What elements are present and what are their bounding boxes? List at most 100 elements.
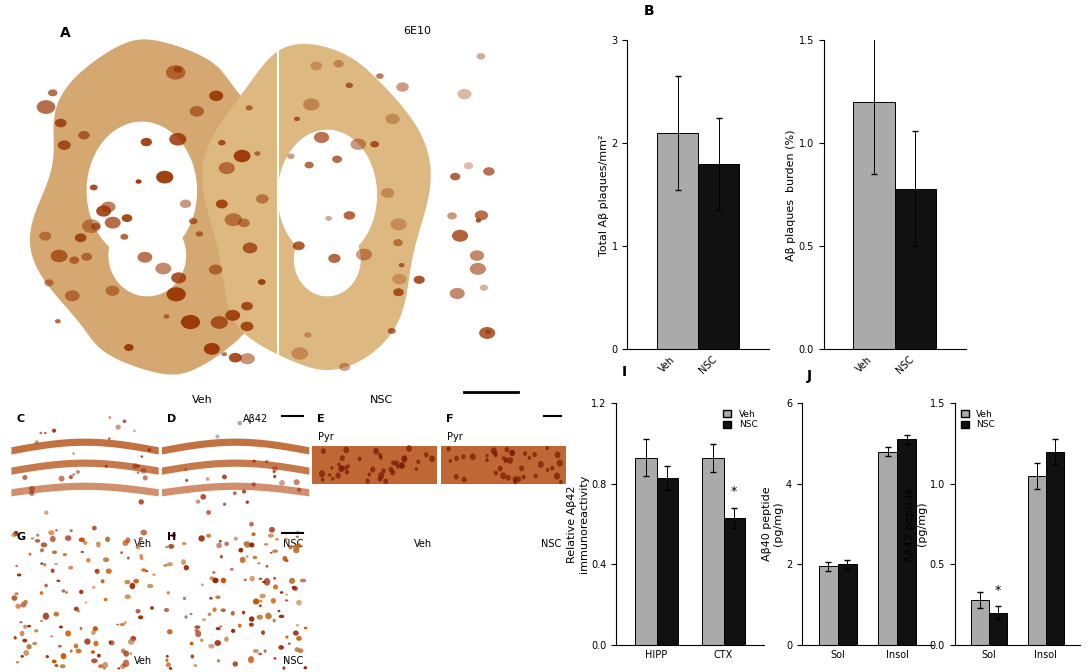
Circle shape [196, 499, 200, 504]
Text: E: E [317, 414, 325, 424]
Circle shape [225, 213, 242, 226]
Ellipse shape [70, 649, 73, 653]
Ellipse shape [230, 568, 233, 571]
Circle shape [185, 479, 189, 482]
Ellipse shape [213, 578, 218, 583]
Ellipse shape [293, 544, 299, 550]
Ellipse shape [15, 661, 20, 663]
Circle shape [328, 473, 332, 477]
Circle shape [451, 173, 460, 180]
Ellipse shape [141, 557, 143, 560]
Bar [818, 566, 838, 645]
Ellipse shape [57, 579, 60, 582]
Ellipse shape [292, 586, 298, 591]
Circle shape [272, 466, 278, 472]
Ellipse shape [22, 638, 27, 642]
Circle shape [392, 460, 395, 465]
Circle shape [69, 257, 80, 264]
Circle shape [199, 536, 205, 542]
Circle shape [485, 458, 489, 462]
Ellipse shape [98, 664, 104, 668]
Ellipse shape [105, 536, 110, 542]
Ellipse shape [249, 616, 254, 622]
Ellipse shape [285, 659, 287, 661]
Bar [853, 102, 895, 349]
Ellipse shape [20, 621, 23, 624]
Circle shape [509, 450, 515, 456]
Ellipse shape [240, 557, 245, 563]
Ellipse shape [65, 630, 71, 636]
Circle shape [546, 446, 549, 450]
Circle shape [304, 332, 311, 337]
Circle shape [218, 140, 226, 145]
Ellipse shape [120, 551, 123, 554]
Ellipse shape [135, 609, 141, 614]
Circle shape [39, 232, 51, 241]
Ellipse shape [91, 650, 95, 654]
Ellipse shape [191, 655, 194, 659]
Circle shape [334, 60, 344, 67]
Circle shape [446, 446, 451, 452]
Text: J: J [806, 369, 812, 383]
Circle shape [44, 432, 47, 434]
Bar [895, 189, 936, 349]
Ellipse shape [14, 636, 16, 640]
Circle shape [79, 131, 89, 139]
Ellipse shape [164, 564, 168, 566]
Circle shape [311, 62, 322, 71]
Ellipse shape [40, 548, 44, 552]
Ellipse shape [209, 597, 213, 599]
Ellipse shape [166, 546, 168, 548]
Ellipse shape [103, 557, 109, 562]
Circle shape [253, 460, 255, 462]
Circle shape [388, 466, 393, 472]
Circle shape [381, 468, 386, 474]
Circle shape [379, 456, 383, 460]
Ellipse shape [53, 498, 80, 524]
Circle shape [221, 352, 227, 356]
Ellipse shape [39, 591, 44, 595]
Ellipse shape [50, 636, 53, 637]
Ellipse shape [135, 544, 141, 550]
Ellipse shape [183, 565, 189, 571]
Circle shape [218, 162, 235, 174]
Circle shape [137, 465, 140, 467]
Circle shape [252, 482, 256, 487]
Circle shape [394, 460, 399, 466]
Circle shape [493, 451, 497, 456]
Text: Veh: Veh [134, 657, 153, 666]
Ellipse shape [190, 642, 193, 645]
Circle shape [452, 230, 468, 242]
Circle shape [39, 431, 43, 434]
Circle shape [293, 479, 300, 485]
Bar [703, 458, 723, 645]
Circle shape [273, 470, 276, 473]
Ellipse shape [249, 623, 253, 626]
Circle shape [399, 463, 404, 468]
Circle shape [124, 344, 133, 351]
Circle shape [133, 464, 139, 469]
Circle shape [401, 456, 407, 463]
Ellipse shape [295, 647, 300, 652]
Bar [838, 564, 856, 645]
Circle shape [556, 460, 563, 467]
Ellipse shape [224, 636, 229, 642]
Ellipse shape [52, 551, 57, 554]
Circle shape [166, 65, 185, 80]
Circle shape [215, 435, 219, 439]
Ellipse shape [278, 645, 284, 650]
Ellipse shape [23, 625, 27, 629]
Text: NSC: NSC [541, 539, 561, 548]
Circle shape [206, 477, 209, 481]
Ellipse shape [23, 650, 29, 656]
Circle shape [55, 319, 61, 323]
Ellipse shape [213, 571, 215, 574]
Circle shape [141, 138, 152, 146]
Circle shape [370, 141, 379, 147]
Ellipse shape [109, 640, 111, 644]
Ellipse shape [50, 569, 55, 573]
Circle shape [156, 171, 173, 183]
Circle shape [190, 106, 204, 117]
Circle shape [96, 206, 111, 216]
Ellipse shape [99, 515, 115, 530]
